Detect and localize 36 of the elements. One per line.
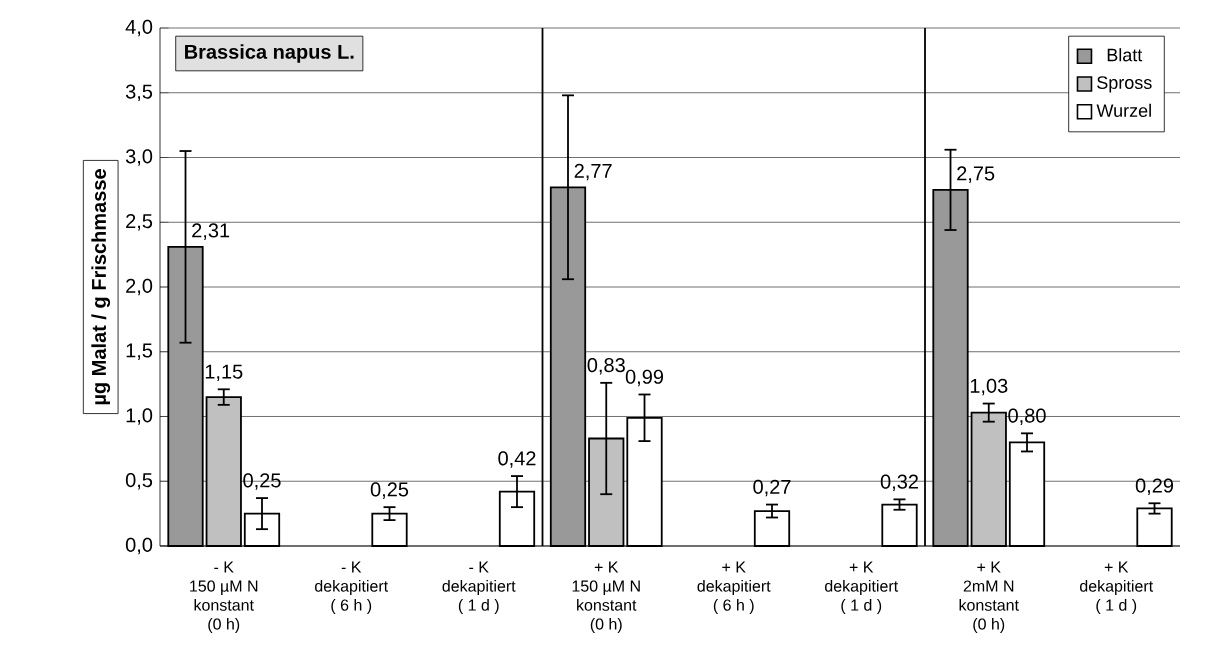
y-tick-label: 1,0	[126, 408, 153, 425]
x-tick-label: - K dekapitiert ( 6 h )	[315, 561, 389, 614]
y-tick-label: 2,5	[126, 214, 153, 231]
x-tick-label: + K 2mM N konstant (0 h)	[959, 561, 1019, 633]
legend-label: Blatt	[1107, 48, 1143, 62]
data-label: 0,80	[1008, 408, 1046, 426]
y-tick-label: 0,0	[125, 537, 153, 555]
data-label: 0,99	[625, 369, 664, 387]
y-tick-label: 3,0	[125, 149, 153, 166]
data-label: 0,42	[498, 451, 536, 468]
text: Brassica napus L.	[185, 44, 354, 63]
data-label: 0,29	[1135, 478, 1174, 495]
data-label: 2,75	[957, 166, 995, 183]
legend-label: Wurzel	[1096, 103, 1151, 118]
x-tick-label: + K 150 µM N konstant (0 h)	[572, 561, 640, 633]
data-label: 1,15	[205, 364, 243, 382]
data-label: 0,27	[753, 479, 791, 497]
data-label: 0,25	[243, 473, 281, 490]
data-label: 1,03	[970, 378, 1008, 396]
x-tick-label: - K dekapitiert ( 1 d )	[442, 561, 516, 614]
data-label: 0,32	[880, 474, 918, 492]
y-tick-label: 4,0	[125, 19, 153, 37]
data-label: 0,83	[587, 358, 625, 375]
x-tick-label: + K dekapitiert ( 6 h )	[697, 561, 771, 614]
x-tick-label: + K dekapitiert ( 1 d )	[1080, 561, 1154, 614]
x-tick-label: + K dekapitiert ( 1 d )	[825, 561, 899, 614]
legend-label: Spross	[1097, 76, 1152, 93]
x-tick-label: - K 150 µM N konstant (0 h)	[190, 561, 258, 633]
data-label: 2,31	[192, 223, 230, 240]
data-label: 0,25	[370, 482, 409, 499]
y-tick-label: 2,0	[126, 278, 153, 296]
y-tick-label: 3,5	[125, 84, 153, 102]
y-tick-label: 1,5	[126, 343, 153, 360]
y-axis-title: µg Malat / g Frischmasse	[91, 169, 111, 405]
y-tick-label: 0,5	[125, 473, 153, 490]
data-label: 2,77	[574, 163, 612, 181]
